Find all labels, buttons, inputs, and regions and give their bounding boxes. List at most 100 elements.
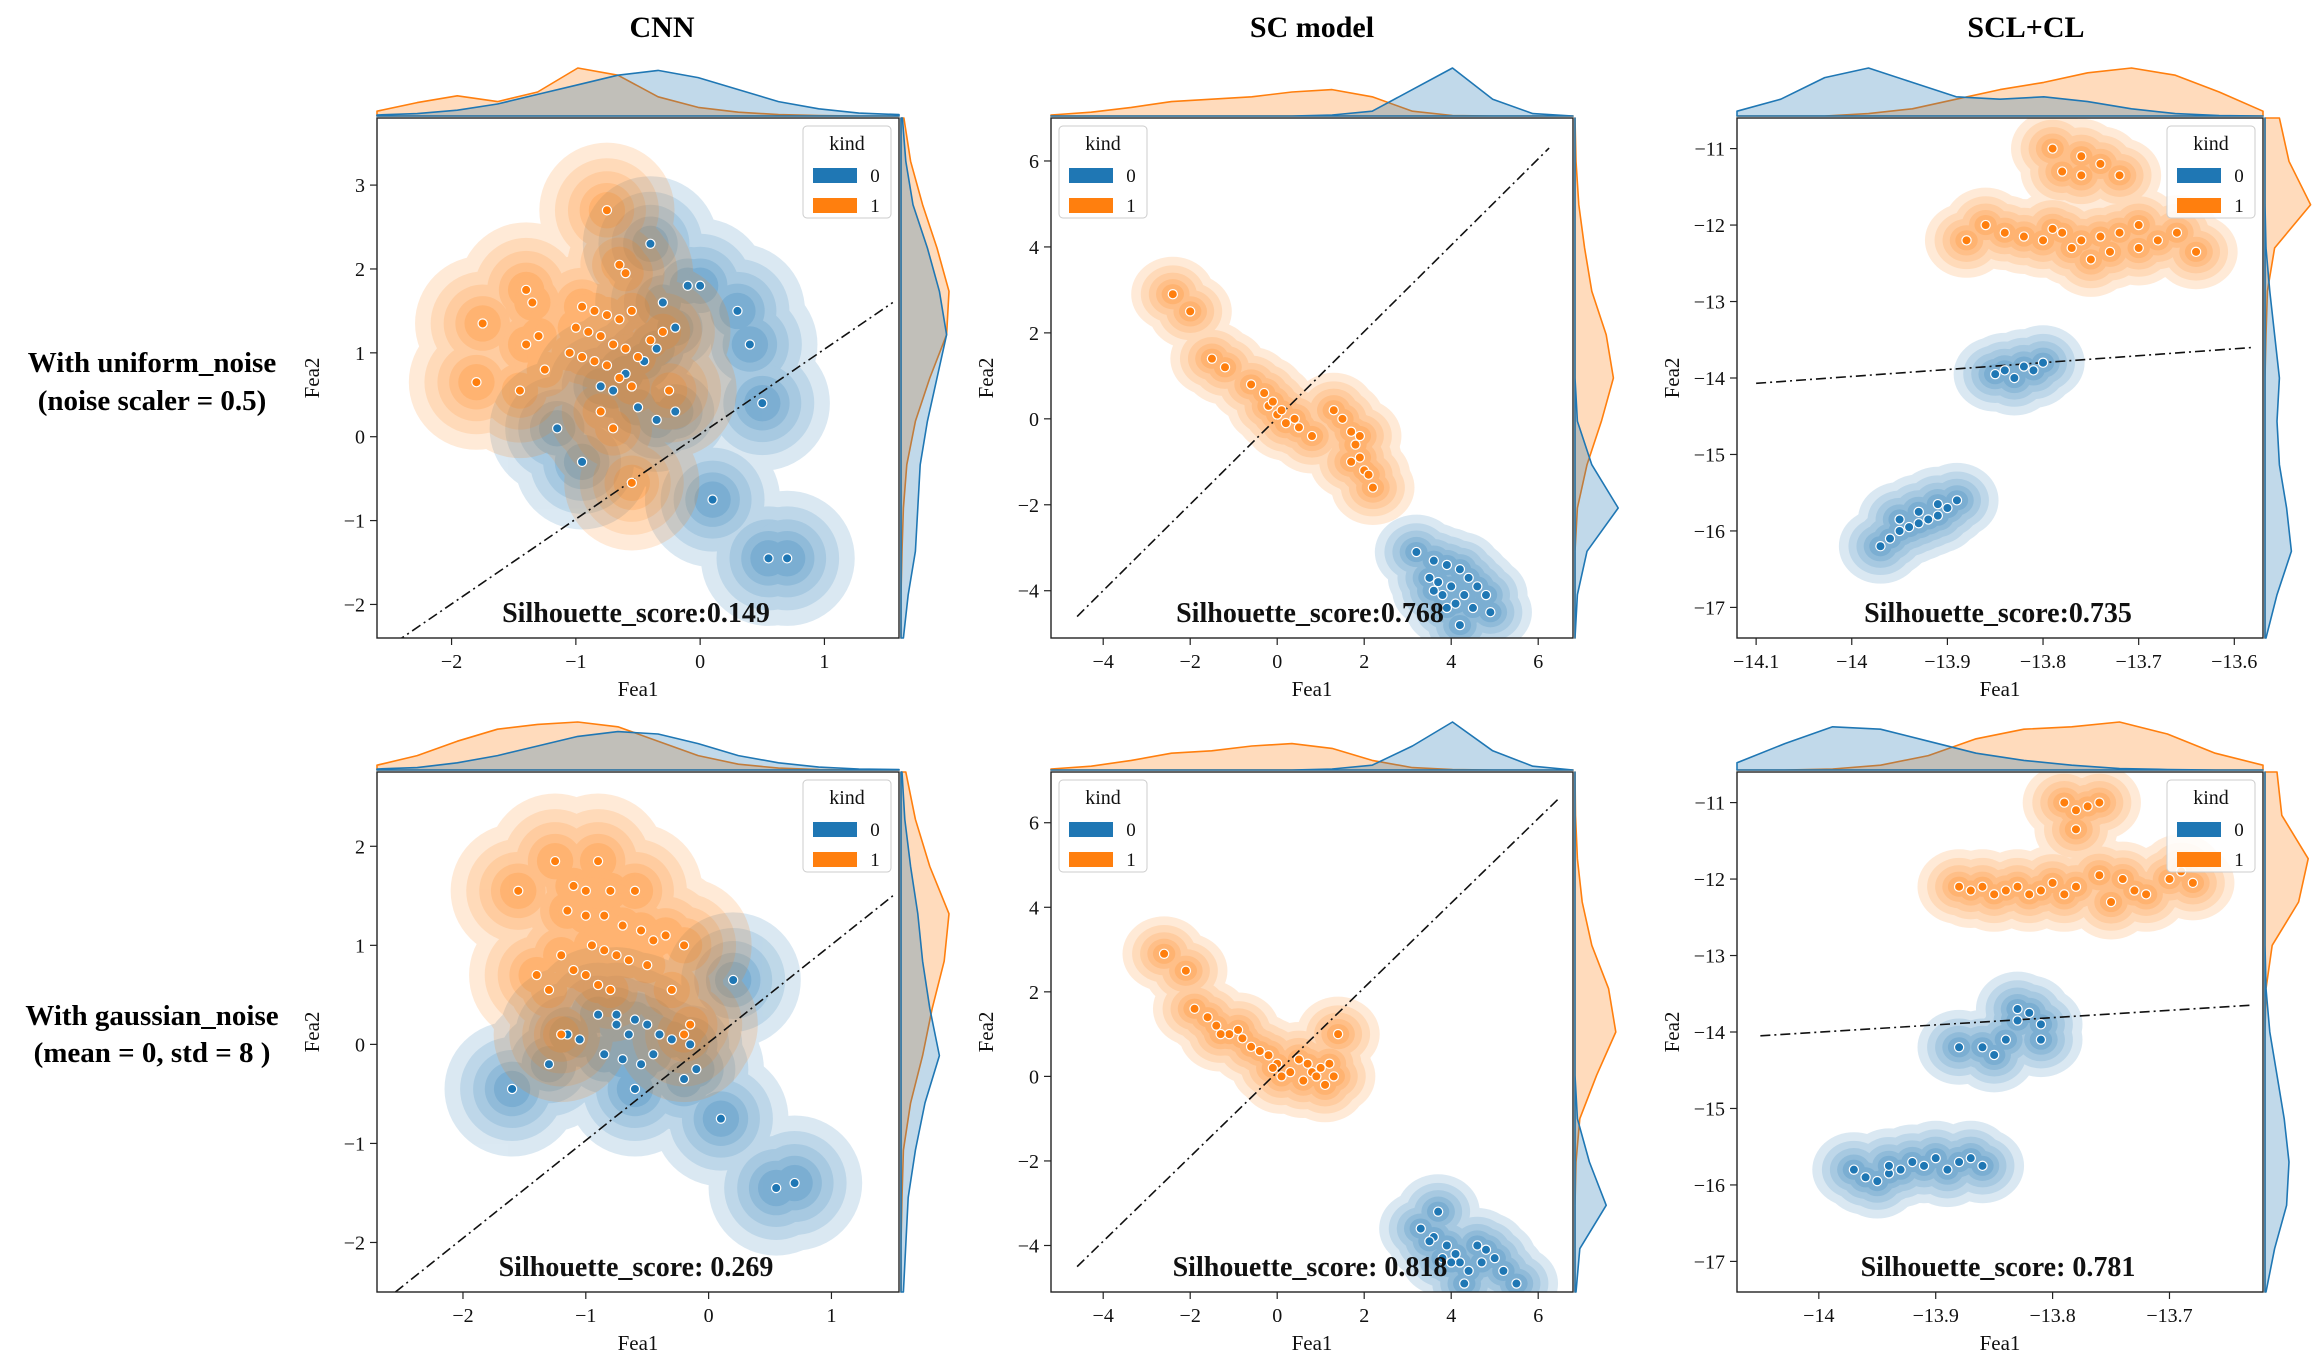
legend-swatch-0 xyxy=(813,822,857,837)
data-point xyxy=(670,406,681,417)
x-tick-label: −14 xyxy=(1803,1305,1834,1327)
y-tick-label: −14 xyxy=(1694,368,1725,390)
data-point xyxy=(626,305,637,317)
legend-entry-1: 1 xyxy=(2234,850,2244,871)
plot-area xyxy=(1076,796,1561,1292)
data-point xyxy=(657,297,669,308)
data-point xyxy=(477,318,488,329)
legend-entry-1: 1 xyxy=(1126,196,1136,217)
data-point xyxy=(1907,1156,1918,1168)
data-point xyxy=(1354,452,1366,463)
data-point xyxy=(533,330,544,342)
data-point xyxy=(2059,797,2070,808)
data-point xyxy=(2105,896,2117,908)
row-label-uniform-line1: With uniform_noise xyxy=(28,347,277,379)
boundary-line xyxy=(1076,147,1550,618)
data-point xyxy=(682,280,693,291)
data-point xyxy=(592,979,604,991)
row-label-uniform-line2: (noise scaler = 0.5) xyxy=(38,385,267,417)
data-point xyxy=(1480,589,1492,601)
data-point xyxy=(2133,219,2144,231)
y-tick-label: 0 xyxy=(355,1034,365,1056)
class0-density-blob xyxy=(1440,1261,1489,1292)
x-tick-label: 4 xyxy=(1446,651,1456,673)
data-point xyxy=(1237,1033,1248,1044)
data-point xyxy=(1977,1042,1988,1053)
data-point xyxy=(2056,166,2068,177)
data-point xyxy=(595,330,606,342)
x-tick-label: −13.8 xyxy=(2020,651,2066,673)
data-point xyxy=(611,1009,622,1020)
data-point xyxy=(770,1182,782,1194)
data-point xyxy=(1441,602,1453,614)
class0-density-blob xyxy=(1418,587,1502,638)
boundary-line xyxy=(394,895,894,1292)
legend-title: kind xyxy=(1085,787,1121,809)
data-point xyxy=(694,280,706,291)
data-point xyxy=(2047,877,2058,889)
data-point xyxy=(2000,885,2012,896)
data-point xyxy=(1219,362,1231,373)
class1-density-level-1 xyxy=(424,158,722,535)
data-point xyxy=(514,385,526,396)
legend-swatch-0 xyxy=(1069,822,1113,837)
x-tick-label: 6 xyxy=(1533,1305,1543,1327)
x-tick-label: −4 xyxy=(1093,651,1114,673)
silhouette-score: Silhouette_score: 0.781 xyxy=(1861,1252,2136,1283)
plot-area xyxy=(1760,772,2252,1219)
marginal-top-class0 xyxy=(1050,67,1574,117)
plot-area xyxy=(1076,147,1550,638)
data-point xyxy=(1328,405,1339,416)
data-point xyxy=(564,347,575,359)
data-point xyxy=(1923,514,1934,525)
data-point xyxy=(626,381,637,392)
data-point xyxy=(1875,541,1886,552)
y-tick-label: −12 xyxy=(1694,869,1725,891)
data-point xyxy=(1498,1265,1509,1277)
data-point xyxy=(589,356,600,367)
legend-entry-0: 0 xyxy=(870,820,880,841)
data-point xyxy=(1293,422,1305,433)
x-axis-label: Fea1 xyxy=(1292,1331,1333,1355)
legend-entry-1: 1 xyxy=(870,196,880,217)
data-point xyxy=(2070,824,2082,835)
data-point xyxy=(1206,353,1218,364)
y-tick-label: 6 xyxy=(1029,151,1039,173)
y-tick-label: −14 xyxy=(1694,1022,1725,1044)
data-point xyxy=(2018,231,2030,242)
data-point xyxy=(635,1058,647,1070)
data-point xyxy=(2070,805,2082,816)
data-point xyxy=(2171,227,2183,238)
data-point xyxy=(1276,1071,1287,1082)
data-point xyxy=(1184,306,1196,317)
data-point xyxy=(654,1029,665,1040)
marginal-right-class0 xyxy=(2264,771,2290,1293)
x-tick-label: 2 xyxy=(1359,651,1369,673)
y-tick-label: −2 xyxy=(1018,495,1039,517)
data-point xyxy=(2024,889,2035,900)
marginal-right-class0 xyxy=(1574,771,1607,1293)
data-point xyxy=(1180,965,1192,976)
marginal-right-class1 xyxy=(900,771,950,1293)
data-point xyxy=(626,477,637,489)
data-point xyxy=(1415,1223,1426,1234)
x-tick-label: −13.7 xyxy=(2116,651,2162,673)
marginal-top-class0 xyxy=(1736,67,2264,117)
marginal-right-class0 xyxy=(900,117,948,639)
data-point xyxy=(707,494,718,505)
data-point xyxy=(1232,1024,1244,1036)
series-1-points xyxy=(1167,288,1379,493)
data-point xyxy=(648,935,659,946)
data-point xyxy=(576,351,588,363)
data-point xyxy=(2056,227,2068,238)
x-tick-label: −1 xyxy=(565,651,586,673)
legend-swatch-0 xyxy=(2177,168,2221,183)
data-point xyxy=(1432,1206,1444,1217)
data-point xyxy=(1485,607,1496,618)
plot-frame xyxy=(1050,117,1574,639)
marginal-right-class0 xyxy=(2264,117,2293,639)
